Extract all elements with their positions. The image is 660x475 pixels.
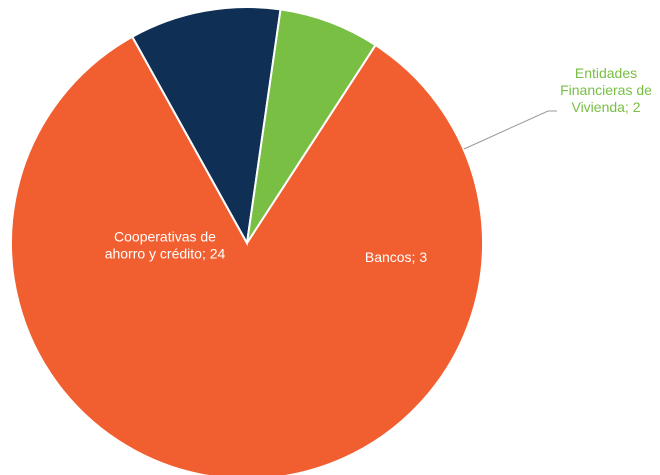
slice-label-2-line-0: Entidades [575, 65, 637, 81]
slice-label-1: Bancos; 3 [365, 249, 427, 265]
leader-line-2 [463, 110, 557, 150]
pie-slice-1 [130, 6, 282, 247]
slice-label-2-line-2: Vivienda; 2 [571, 99, 640, 115]
slice-label-2: Entidades Financieras de Vivienda; 2 [560, 65, 652, 115]
pie-slice-0 [10, 35, 484, 475]
slice-label-1-line-0: Bancos; 3 [365, 249, 427, 265]
pie-slice-2 [246, 8, 377, 244]
slice-label-0-line-0: Cooperativas de [114, 229, 216, 245]
slice-label-0-line-1: ahorro y crédito; 24 [105, 246, 226, 262]
slice-label-0: Cooperativas de ahorro y crédito; 24 [105, 229, 226, 262]
slice-label-2-line-1: Financieras de [560, 82, 652, 98]
